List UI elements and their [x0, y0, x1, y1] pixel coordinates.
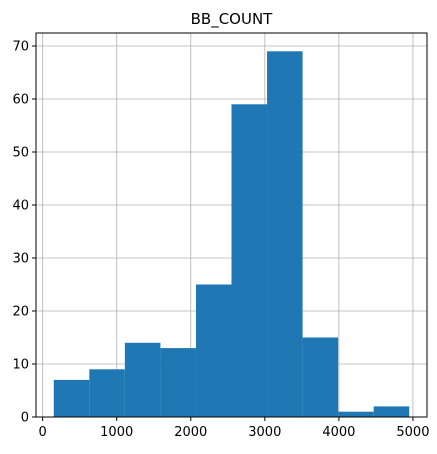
histogram-bar: [267, 51, 303, 418]
histogram-bar: [89, 369, 125, 417]
x-tick-label: 4000: [322, 425, 355, 440]
y-tick-label: 70: [12, 39, 29, 54]
x-tick-label: 5000: [396, 425, 429, 440]
y-tick-label: 40: [12, 198, 29, 213]
y-tick-label: 30: [12, 251, 29, 266]
histogram-bar: [124, 342, 161, 417]
x-tick-label: 1000: [100, 425, 133, 440]
x-tick-label: 0: [39, 425, 47, 440]
histogram-bar: [195, 284, 232, 417]
histogram-bar: [373, 406, 410, 417]
axis-ticks: 0 1000 2000 3000 4000 5000 0 10 20 30 40 50 60 70: [12, 39, 429, 440]
y-tick-label: 10: [12, 357, 29, 372]
chart-title: BB_COUNT: [191, 10, 274, 29]
plot-frame: [35, 32, 428, 418]
y-tick-label: 50: [12, 145, 29, 160]
x-tick-label: 3000: [248, 425, 281, 440]
histogram-bar: [53, 379, 90, 417]
y-tick-label: 20: [12, 304, 29, 319]
histogram-bar: [338, 411, 374, 417]
histogram-bar: [231, 104, 268, 418]
histogram-bar: [302, 337, 339, 417]
x-tick-label: 2000: [174, 425, 207, 440]
histogram-bars: [53, 51, 410, 418]
histogram-bar: [160, 348, 196, 417]
y-tick-label: 0: [21, 411, 29, 426]
y-tick-label: 60: [12, 92, 29, 107]
